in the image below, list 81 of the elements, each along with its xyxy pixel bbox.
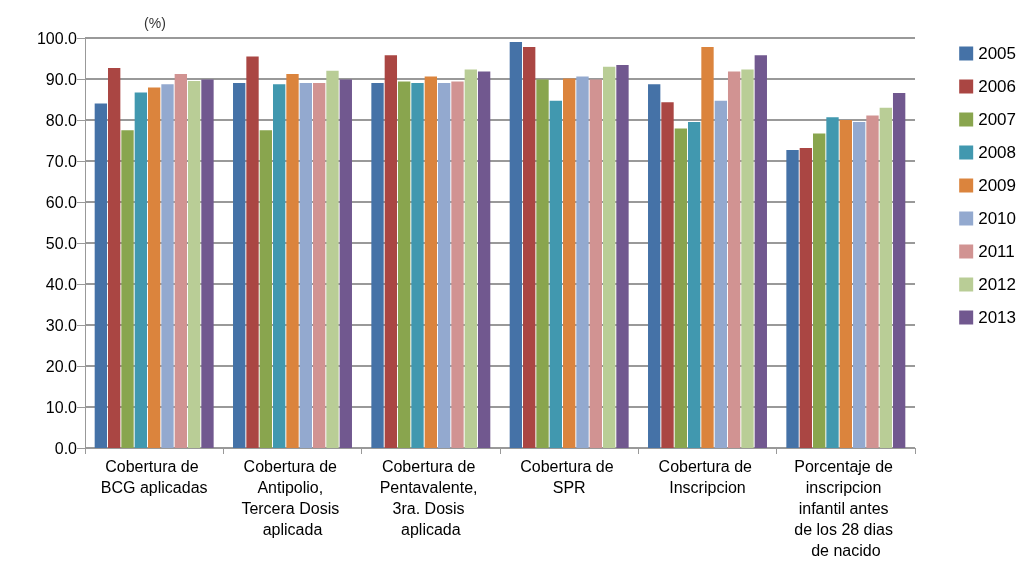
y-tick-label: 50.0 bbox=[45, 234, 78, 252]
bar bbox=[616, 65, 629, 448]
bar bbox=[273, 84, 286, 448]
bar bbox=[384, 55, 398, 448]
bar bbox=[509, 42, 523, 448]
bar bbox=[299, 83, 312, 448]
bar bbox=[523, 47, 536, 448]
legend-label: 2007 bbox=[978, 110, 1017, 129]
bar bbox=[451, 81, 464, 448]
y-tick-label: 40.0 bbox=[45, 275, 78, 293]
x-tick-label: Cobertura de Inscripcion bbox=[658, 458, 757, 496]
bar bbox=[326, 70, 339, 448]
x-tick-label: Cobertura de Pentavalente, 3ra. Dosis aplicada bbox=[379, 458, 482, 538]
legend-label: 2012 bbox=[978, 275, 1017, 294]
bar bbox=[892, 92, 906, 448]
bar bbox=[536, 79, 549, 448]
bar bbox=[701, 47, 714, 448]
bar bbox=[826, 117, 839, 448]
bar bbox=[477, 71, 491, 448]
bar bbox=[339, 79, 352, 448]
legend-label: 2006 bbox=[978, 77, 1017, 96]
x-tick-label: Cobertura de SPR bbox=[520, 458, 619, 496]
bar bbox=[661, 102, 674, 448]
bar bbox=[286, 74, 299, 448]
bar bbox=[371, 83, 384, 448]
x-tick-label: Cobertura de BCG aplicadas bbox=[100, 458, 208, 496]
bar bbox=[312, 83, 326, 448]
x-tick-label: Porcentaje de inscripcion infantil antes de los 28 dias de nacido bbox=[794, 458, 898, 559]
y-axis-title: (%) bbox=[144, 15, 166, 31]
bar bbox=[727, 71, 741, 448]
bar bbox=[424, 76, 437, 448]
legend-label: 2009 bbox=[978, 176, 1017, 195]
bar bbox=[674, 128, 688, 448]
legend-label: 2013 bbox=[978, 308, 1017, 327]
bar bbox=[589, 79, 602, 448]
y-tick-label: 80.0 bbox=[45, 111, 78, 129]
bar bbox=[411, 83, 424, 448]
y-tick-label: 30.0 bbox=[45, 316, 78, 334]
bar bbox=[879, 107, 892, 448]
bar bbox=[259, 130, 273, 448]
bar bbox=[94, 103, 108, 448]
x-tick-label: Cobertura de Antipolio, Tercera Dosis aplicada bbox=[241, 458, 344, 538]
bar bbox=[437, 83, 451, 448]
bar bbox=[108, 67, 121, 448]
bar bbox=[549, 100, 563, 448]
bar bbox=[161, 84, 174, 448]
bar bbox=[563, 78, 576, 448]
bar bbox=[648, 84, 661, 448]
bar bbox=[602, 66, 616, 448]
bar bbox=[741, 69, 754, 448]
legend-label: 2010 bbox=[978, 209, 1017, 228]
bar bbox=[576, 76, 589, 448]
bar bbox=[813, 133, 826, 448]
bar bbox=[464, 69, 477, 448]
y-tick-label: 60.0 bbox=[45, 193, 78, 211]
legend-label: 2008 bbox=[978, 143, 1017, 162]
legend-label: 2011 bbox=[978, 242, 1015, 261]
bar bbox=[852, 122, 866, 448]
legend-label: 2005 bbox=[978, 44, 1017, 63]
bar bbox=[187, 81, 201, 448]
bar bbox=[233, 83, 246, 448]
y-tick-label: 100.0 bbox=[36, 29, 78, 47]
bar bbox=[246, 56, 259, 448]
bar bbox=[866, 115, 879, 448]
y-tick-label: 10.0 bbox=[45, 398, 78, 416]
bar bbox=[398, 81, 411, 448]
bar bbox=[148, 87, 161, 448]
bar bbox=[201, 79, 214, 448]
bar bbox=[799, 147, 813, 448]
bar bbox=[688, 122, 701, 448]
bar bbox=[786, 149, 799, 448]
y-tick-label: 70.0 bbox=[45, 152, 78, 170]
bar bbox=[121, 130, 134, 448]
bar bbox=[714, 100, 727, 448]
y-tick-label: 20.0 bbox=[45, 357, 78, 375]
bar bbox=[839, 120, 852, 448]
y-tick-label: 0.0 bbox=[54, 439, 78, 457]
bar bbox=[174, 74, 187, 448]
y-tick-label: 90.0 bbox=[45, 70, 78, 88]
bar bbox=[134, 92, 148, 448]
bar bbox=[754, 55, 767, 448]
